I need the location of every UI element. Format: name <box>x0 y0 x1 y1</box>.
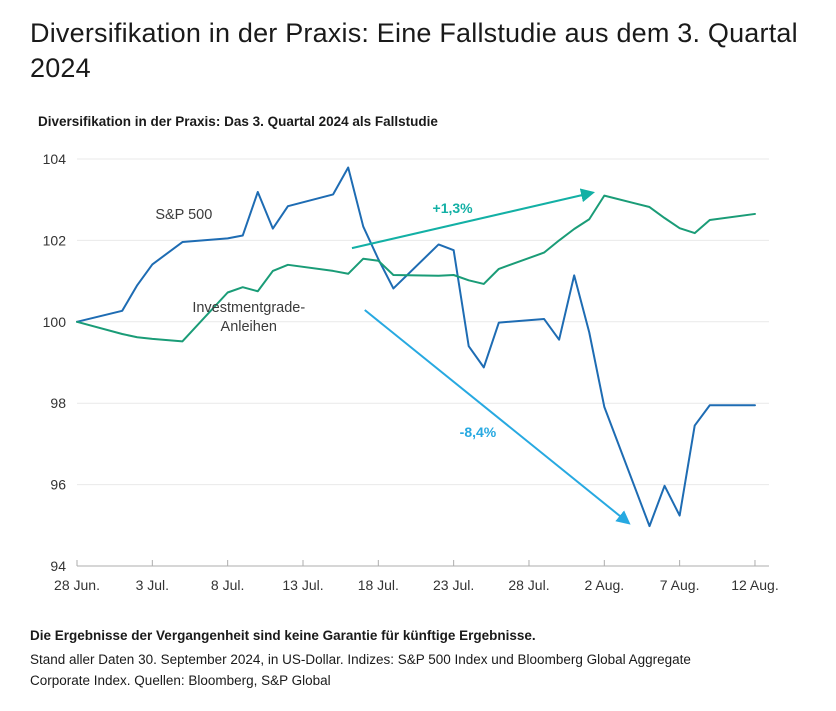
x-axis-label: 28 Jul. <box>508 577 549 593</box>
x-axis-label: 8 Jul. <box>211 577 244 593</box>
x-axis-label: 18 Jul. <box>358 577 399 593</box>
bonds-series-label: Investmentgrade- <box>192 300 305 316</box>
sp500-loss-label: -8,4% <box>460 424 497 440</box>
disclaimer-text: Die Ergebnisse der Vergangenheit sind ke… <box>30 628 536 643</box>
x-axis-label: 12 Aug. <box>731 577 779 593</box>
diversification-line-chart: 94 96 98 100 102 104 28 Jun. 3 Jul. 8 Jul. 13 Jul… <box>43 151 779 593</box>
bonds-line <box>76 194 756 343</box>
bonds-gain-label: +1,3% <box>433 200 474 216</box>
sp500-line <box>76 166 756 528</box>
x-axis-label: 7 Aug. <box>660 577 700 593</box>
bonds-gain-arrow <box>351 188 595 250</box>
source-text: Stand aller Daten 30. September 2024, in… <box>30 652 691 688</box>
x-axis-label: 13 Jul. <box>282 577 323 593</box>
y-axis-label: 96 <box>50 477 66 493</box>
y-axis-label: 104 <box>43 151 67 167</box>
sp500-loss-arrow <box>364 309 631 525</box>
sp500-series-label: S&P 500 <box>155 207 212 223</box>
x-axis-label: 23 Jul. <box>433 577 474 593</box>
x-axis-label: 28 Jun. <box>54 577 100 593</box>
y-axis-label: 98 <box>50 395 66 411</box>
x-axis-label: 2 Aug. <box>584 577 624 593</box>
y-axis-label: 102 <box>43 232 67 248</box>
page-title: Diversifikation in der Praxis: Eine Fall… <box>30 18 798 83</box>
y-axis-label: 94 <box>50 558 66 574</box>
footnote: Die Ergebnisse der Vergangenheit sind ke… <box>30 625 754 691</box>
chart-title: Diversifikation in der Praxis: Das 3. Qu… <box>38 114 438 129</box>
x-axis-label: 3 Jul. <box>136 577 169 593</box>
bonds-series-label: Anleihen <box>221 319 277 335</box>
y-axis-label: 100 <box>43 314 67 330</box>
